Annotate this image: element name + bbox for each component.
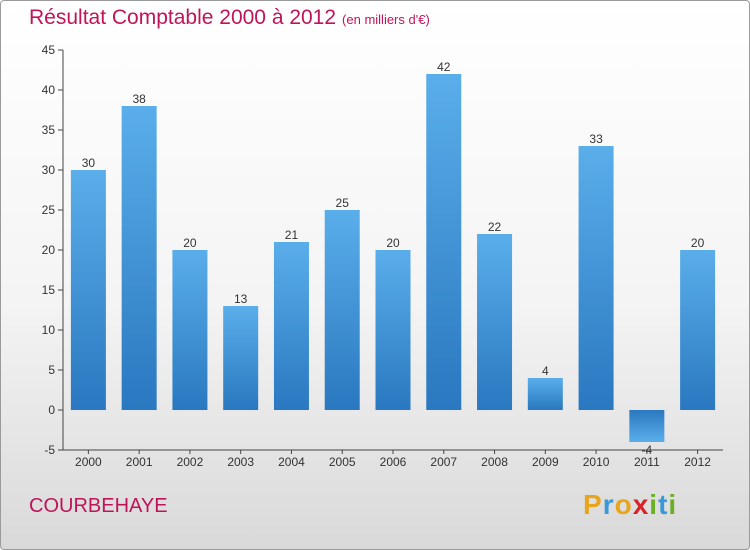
bar bbox=[223, 306, 259, 410]
y-tick-label: 25 bbox=[42, 203, 56, 217]
bar bbox=[477, 234, 513, 410]
bar-chart: -5 0 5 10 15 20 25 30 35 40 45 30 2000 38 2001 20 2002 1… bbox=[42, 43, 723, 469]
bar-value-label: 42 bbox=[437, 60, 451, 74]
bar-value-label: 33 bbox=[589, 132, 603, 146]
y-tick-label: 0 bbox=[48, 403, 55, 417]
labels: 30 2000 38 2001 20 2002 13 2003 21 2004 25 2005 20 20… bbox=[75, 60, 711, 469]
axes: -5 0 5 10 15 20 25 30 35 40 45 bbox=[42, 43, 723, 457]
y-tick-label: 40 bbox=[42, 83, 56, 97]
y-tick-label: 45 bbox=[42, 43, 56, 57]
bar bbox=[121, 106, 157, 410]
x-tick-label: 2004 bbox=[278, 455, 305, 469]
y-tick-label: 20 bbox=[42, 243, 56, 257]
y-tick-label: 5 bbox=[48, 363, 55, 377]
y-tick-label: 10 bbox=[42, 323, 56, 337]
bar-value-label: 20 bbox=[691, 236, 705, 250]
bar-value-label: 22 bbox=[488, 220, 502, 234]
brand-letter: o bbox=[614, 489, 633, 520]
brand-letter: i bbox=[668, 489, 678, 520]
x-tick-label: 2002 bbox=[177, 455, 204, 469]
bar-value-label: 4 bbox=[542, 364, 549, 378]
x-tick-label: 2009 bbox=[532, 455, 559, 469]
x-tick-label: 2010 bbox=[583, 455, 610, 469]
y-tick-label: 15 bbox=[42, 283, 56, 297]
x-tick-label: 2011 bbox=[634, 455, 660, 469]
x-tick-label: 2000 bbox=[75, 455, 102, 469]
x-tick-label: 2006 bbox=[380, 455, 407, 469]
bar bbox=[324, 210, 360, 410]
x-tick-label: 2008 bbox=[481, 455, 508, 469]
bars bbox=[70, 74, 716, 442]
bar bbox=[172, 250, 208, 410]
bar-value-label: 25 bbox=[336, 196, 350, 210]
bar-value-label: -4 bbox=[642, 443, 653, 457]
chart-title-text: Résultat Comptable 2000 à 2012 bbox=[29, 6, 337, 29]
bar-value-label: 38 bbox=[132, 92, 146, 106]
bar bbox=[527, 378, 563, 410]
x-tick-label: 2003 bbox=[227, 455, 254, 469]
brand-letter: t bbox=[658, 489, 669, 520]
y-tick-label: -5 bbox=[44, 443, 55, 457]
bar bbox=[426, 74, 462, 410]
chart-subtitle: (en milliers d'€) bbox=[342, 12, 430, 27]
bar bbox=[629, 410, 665, 442]
brand-letter: x bbox=[632, 489, 650, 520]
bar bbox=[680, 250, 716, 410]
brand-letter: i bbox=[649, 489, 659, 520]
x-tick-label: 2007 bbox=[430, 455, 457, 469]
x-tick-label: 2001 bbox=[126, 455, 153, 469]
chart-title: Résultat Comptable 2000 à 2012 (en millie… bbox=[29, 6, 430, 30]
y-tick-label: 35 bbox=[42, 123, 56, 137]
bar bbox=[375, 250, 411, 410]
brand-letter: P bbox=[583, 489, 603, 520]
bar-value-label: 21 bbox=[285, 228, 299, 242]
commune-name: COURBEHAYE bbox=[29, 495, 168, 517]
x-tick-label: 2012 bbox=[684, 455, 711, 469]
brand-logo: Proxiti bbox=[583, 489, 677, 521]
bar-value-label: 30 bbox=[82, 156, 96, 170]
bar bbox=[578, 146, 614, 410]
bar bbox=[70, 170, 106, 410]
y-tick-label: 30 bbox=[42, 163, 56, 177]
bar bbox=[273, 242, 309, 410]
bar-value-label: 20 bbox=[183, 236, 197, 250]
bar-value-label: 20 bbox=[386, 236, 400, 250]
bar-value-label: 13 bbox=[234, 292, 248, 306]
brand-letter: r bbox=[602, 489, 615, 520]
x-tick-label: 2005 bbox=[329, 455, 356, 469]
